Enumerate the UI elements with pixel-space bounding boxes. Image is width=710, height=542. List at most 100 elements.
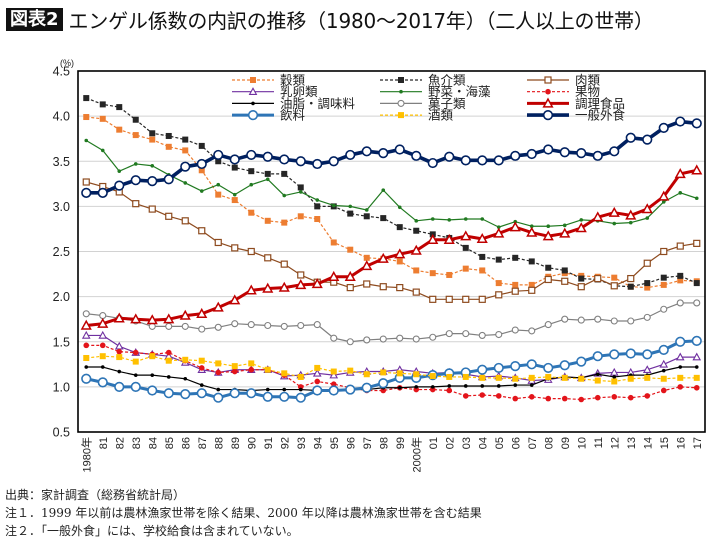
data-point: [281, 219, 288, 226]
data-point: [215, 369, 222, 376]
legend-item: 野菜・海藻: [380, 84, 491, 99]
data-point: [628, 220, 633, 225]
data-point: [377, 252, 389, 263]
data-point: [314, 364, 321, 371]
data-point: [445, 330, 453, 338]
legend-swatch-marker: [398, 112, 404, 119]
data-point: [544, 321, 552, 329]
data-point: [495, 330, 503, 339]
data-point: [462, 244, 469, 251]
data-point: [347, 367, 354, 374]
data-point: [495, 291, 503, 299]
y-axis-unit-label: (%): [60, 58, 74, 68]
x-tick-label: 91: [263, 437, 275, 449]
data-point: [447, 218, 452, 222]
series-line: [86, 181, 697, 300]
data-point: [645, 216, 650, 220]
data-point: [148, 205, 156, 213]
legend-swatch-marker: [542, 109, 554, 121]
data-point: [149, 353, 156, 360]
data-point: [462, 265, 469, 272]
data-point: [576, 356, 587, 367]
data-point: [330, 239, 337, 246]
data-point: [295, 156, 306, 167]
data-point: [477, 364, 488, 375]
data-point: [100, 365, 105, 369]
legend-item: 果物: [527, 85, 600, 99]
data-point: [265, 177, 270, 182]
data-point: [496, 225, 501, 229]
data-point: [165, 212, 173, 220]
x-tick-label: 99: [395, 437, 407, 449]
data-point: [429, 295, 437, 303]
data-point: [642, 134, 653, 145]
data-point: [347, 210, 354, 217]
data-point: [608, 206, 620, 217]
data-point: [199, 383, 204, 387]
data-point: [512, 281, 519, 288]
series-line: [86, 119, 697, 195]
data-point: [661, 200, 666, 204]
data-point: [528, 258, 535, 265]
data-point: [676, 242, 684, 250]
data-point: [214, 238, 222, 247]
data-point: [410, 244, 422, 255]
data-point: [163, 313, 175, 324]
data-point: [546, 224, 551, 229]
data-point: [446, 387, 453, 394]
data-point: [463, 217, 468, 221]
legend-label: 菓子類: [428, 97, 466, 111]
data-point: [510, 361, 521, 372]
data-point: [394, 144, 405, 155]
data-point: [246, 149, 257, 161]
legend-item: 調理食品: [527, 96, 625, 111]
data-point: [347, 246, 354, 253]
x-tick-label: 14: [642, 437, 654, 449]
data-point: [198, 227, 206, 235]
data-point: [578, 275, 585, 282]
data-point: [479, 392, 486, 398]
data-point: [132, 116, 139, 123]
y-tick-label: 1.0: [53, 380, 70, 394]
data-point: [312, 385, 323, 396]
legend-label: 飲料: [280, 108, 306, 123]
legend-swatch-marker: [544, 76, 552, 84]
data-point: [413, 227, 420, 234]
x-tick-label: 84: [147, 437, 159, 449]
data-point: [379, 283, 387, 291]
data-point: [429, 333, 437, 341]
data-point: [214, 323, 222, 331]
legend-item: 飲料: [232, 108, 306, 123]
data-point: [315, 198, 320, 202]
data-point: [595, 372, 600, 377]
data-point: [215, 158, 222, 165]
data-point: [330, 381, 337, 387]
x-tick-label: 98: [378, 437, 390, 449]
data-point: [130, 313, 142, 324]
data-point: [182, 147, 189, 154]
data-point: [511, 326, 519, 334]
data-point: [592, 351, 603, 362]
data-point: [212, 301, 224, 312]
data-point: [99, 312, 107, 320]
legend-swatch-marker: [542, 97, 554, 108]
data-point: [216, 387, 221, 392]
data-point: [678, 191, 683, 195]
data-point: [262, 282, 274, 293]
data-point: [627, 274, 635, 283]
figure-number-badge: 図表2: [6, 7, 63, 31]
x-tick-label: 06: [510, 437, 522, 449]
data-point: [644, 374, 651, 381]
data-point: [297, 184, 304, 191]
data-point: [660, 247, 668, 256]
data-point: [544, 275, 552, 284]
x-tick-label: 95: [329, 437, 341, 449]
data-point: [543, 144, 554, 155]
data-point: [298, 387, 303, 392]
data-point: [528, 286, 536, 294]
data-point: [677, 272, 684, 279]
data-point: [247, 247, 255, 256]
data-point: [298, 190, 303, 194]
data-point: [246, 388, 257, 399]
data-point: [575, 222, 587, 233]
